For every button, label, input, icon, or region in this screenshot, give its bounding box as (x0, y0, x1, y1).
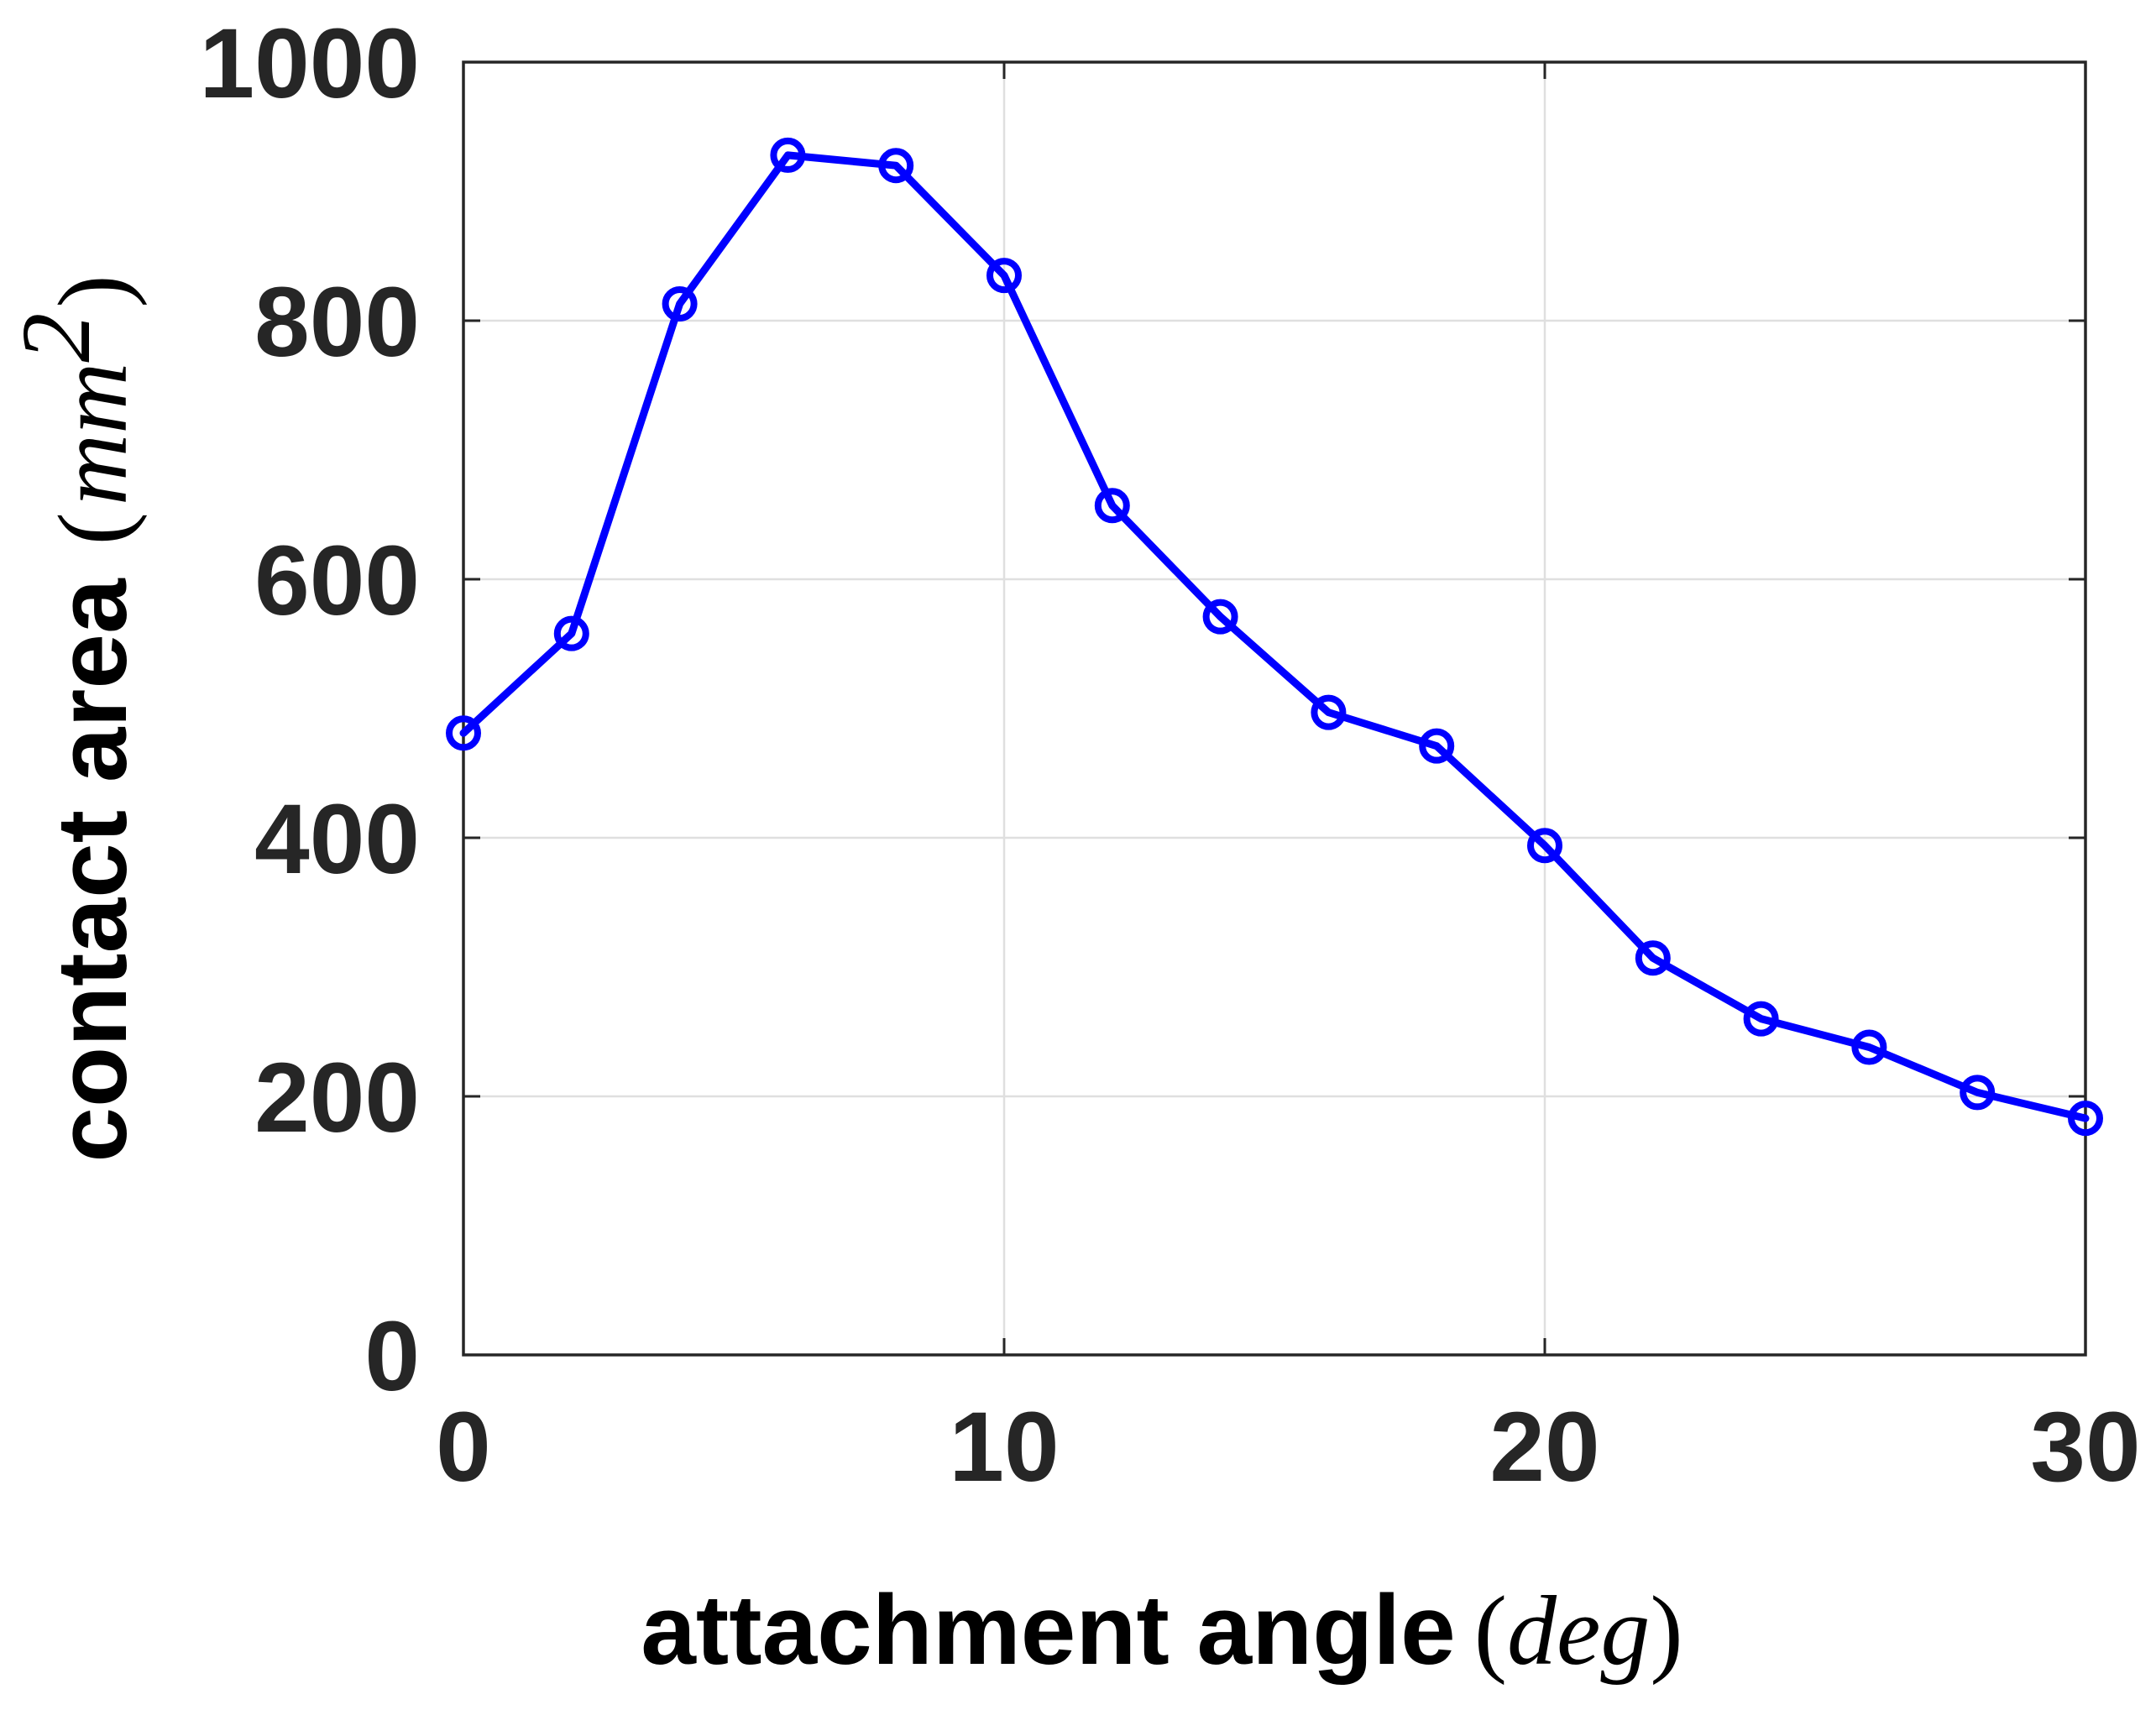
y-axis-label-unit: mm (38, 363, 148, 505)
x-tick-label: 0 (436, 1392, 491, 1503)
y-axis-label: contact area ( mm2) (1, 275, 148, 1162)
x-tick-label: 20 (1489, 1392, 1599, 1503)
x-axis-label-open-paren: ( (1474, 1576, 1507, 1686)
y-axis-label-unit-exponent: 2 (1, 313, 111, 363)
y-axis-label-text: contact area (37, 578, 148, 1163)
grid-lines (463, 62, 2085, 1355)
y-axis-label-close-paren: ) (38, 275, 148, 307)
data-point-marker (446, 715, 481, 751)
data-point-marker (1094, 488, 1130, 524)
data-point-marker (2068, 1101, 2103, 1137)
x-tick-label: 10 (949, 1392, 1059, 1503)
y-axis-label-open-paren: ( (38, 512, 148, 545)
x-tick-label: 30 (2030, 1392, 2140, 1503)
x-axis-label-close-paren: ) (1650, 1576, 1682, 1686)
data-point-marker (1311, 694, 1347, 730)
series-line (459, 151, 2090, 1122)
data-point-marker (986, 258, 1022, 294)
data-point-marker (1202, 599, 1238, 635)
plot-frame (462, 60, 2087, 1357)
data-point-marker (1960, 1075, 1996, 1111)
data-point-marker (1743, 1001, 1779, 1037)
y-tick-label: 0 (364, 1301, 420, 1412)
data-point-marker (553, 615, 589, 651)
tick-marks (462, 60, 2087, 1357)
y-tick-label: 600 (254, 526, 420, 636)
x-tick-labels: 0 10 20 30 (436, 1392, 2140, 1503)
data-point-marker (1419, 728, 1455, 764)
plot-background (463, 62, 2085, 1355)
y-tick-labels: 0 200 400 600 800 1000 (199, 8, 420, 1412)
data-point-marker (1527, 828, 1562, 864)
x-axis-label-unit: deg (1507, 1576, 1650, 1686)
series-layer (446, 137, 2103, 1137)
y-tick-label: 1000 (199, 8, 420, 119)
x-axis-label-text: attachment angle (641, 1575, 1455, 1686)
data-point-marker (1635, 940, 1671, 976)
data-point-marker (662, 285, 698, 322)
data-point-marker (878, 148, 914, 184)
data-point-marker (1851, 1029, 1887, 1065)
x-axis-label: attachment angle (deg) (641, 1575, 1682, 1686)
y-tick-label: 400 (254, 784, 420, 895)
y-tick-label: 200 (254, 1043, 420, 1153)
data-point-marker (770, 137, 806, 173)
y-tick-label: 800 (254, 267, 420, 378)
